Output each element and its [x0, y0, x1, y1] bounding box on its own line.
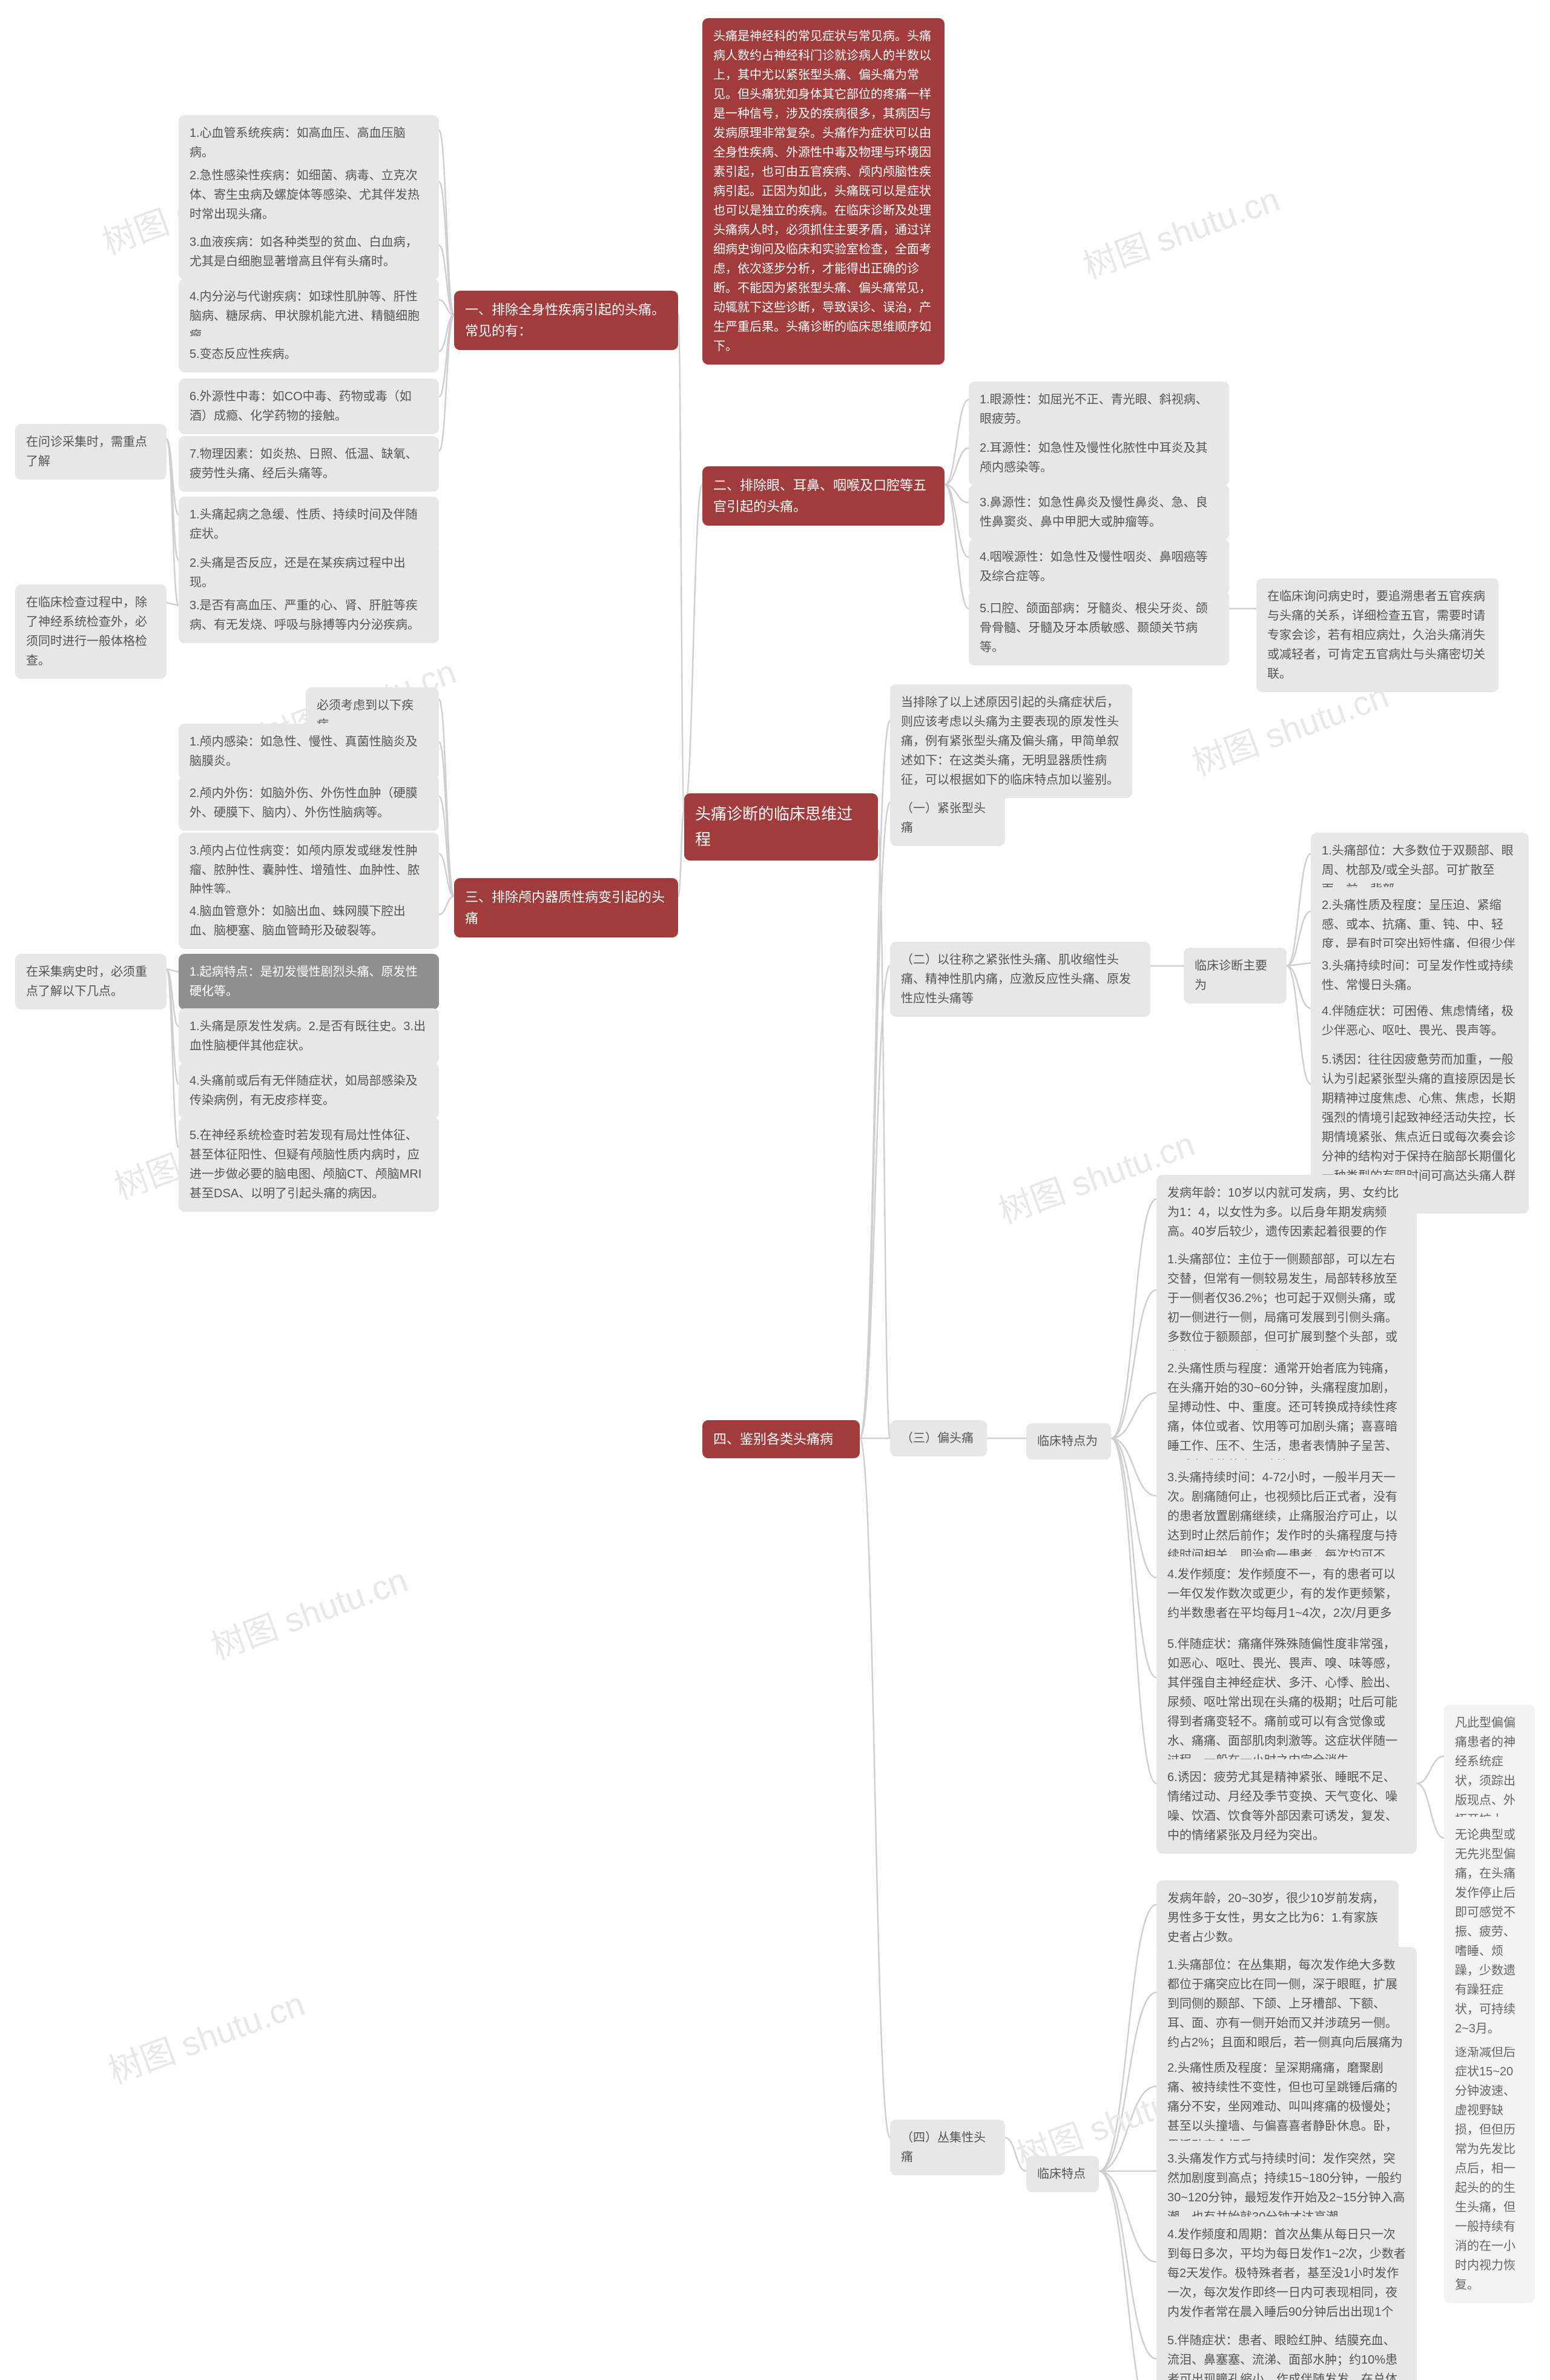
branch-2-title: 二、排除眼、耳鼻、咽喉及口腔等五官引起的头痛。: [702, 466, 945, 526]
branch-4-s1: （一）紧张型头痛: [890, 790, 1005, 846]
branch-3-note-leaf-2: 4.头痛前或后有无伴随症状，如局部感染及传染病例，有无皮疹样变。: [179, 1063, 439, 1119]
branch-1-note-a: 在问诊采集时，需重点了解: [15, 424, 167, 480]
branch-1-leaf-5: 5.变态反应性疾病。: [179, 336, 439, 372]
branch-2-leaf-1: 1.眼源性：如屈光不正、青光眼、斜视病、眼疲劳。: [969, 382, 1229, 437]
branch-3-leaf-1: 1.颅内感染：如急性、慢性、真菌性脑炎及脑膜炎。: [179, 724, 439, 779]
branch-1-leaf-2: 2.急性感染性疾病：如细菌、病毒、立克次体、寄生虫病及螺旋体等感染、尤其伴发热时…: [179, 157, 439, 233]
branch-2-leaf-5: 5.口腔、颌面部病：牙髓炎、根尖牙炎、颌骨骨髓、牙髓及牙本质敏感、颞颌关节病等。: [969, 590, 1229, 666]
branch-3-leaf-2: 2.颅内外伤：如脑外伤、外伤性血肿（硬膜外、硬膜下、脑内）、外伤性脑病等。: [179, 775, 439, 831]
branch-2-leaf-3: 3.鼻源性：如急性鼻炎及慢性鼻炎、急、良性鼻窦炎、鼻中甲肥大或肿瘤等。: [969, 484, 1229, 540]
branch-4-s3: （三）偏头痛: [890, 1420, 987, 1456]
branch-4-s2-mid: 临床诊断主要为: [1184, 948, 1287, 1003]
branch-4-s3-sub-2: 无论典型或无先兆型偏痛，在头痛发作停止后即可感觉不振、疲劳、嗜睡、烦躁，少数遗有…: [1444, 1817, 1535, 2047]
branch-1-note-b: 在临床检查过程中，除了神经系统检查外，必须同时进行一般体格检查。: [15, 584, 167, 679]
branch-4-s2-leaf-4: 4.伴随症状：可困倦、焦虑情绪，极少伴恶心、呕吐、畏光、畏声等。: [1311, 993, 1529, 1049]
branch-2-note: 在临床询问病史时，要追溯患者五官疾病与头痛的关系，详细检查五官，需要时请专家会诊…: [1256, 578, 1499, 692]
branch-1-note-leaf-3: 3.是否有高血压、严重的心、肾、肝脏等疾病、有无发烧、呼吸与脉搏等内分泌疾病。: [179, 587, 439, 643]
intro-block: 头痛是神经科的常见症状与常见病。头痛病人数约占神经科门诊就诊病人的半数以上，其中…: [702, 18, 945, 365]
mindmap-canvas: 树图 shutu.cn树图 shutu.cn树图 shutu.cn树图 shut…: [0, 0, 1550, 2380]
branch-3-note-a: 在采集病史时，必须重点了解以下几点。: [15, 954, 167, 1010]
branch-4-s4-mid: 临床特点: [1026, 2156, 1099, 2192]
branch-1-note-leaf-1: 1.头痛起病之急缓、性质、持续时间及伴随症状。: [179, 497, 439, 552]
branch-4-s3-leaf-5: 5.伴随症状：痛痛伴殊殊随偏性度非常强，如恶心、呕吐、畏光、畏声、嗅、味等感，其…: [1156, 1626, 1417, 1779]
branch-4-s3-leaf-6: 6.诱因：疲劳尤其是精神紧张、睡眠不足、情绪过动、月经及季节变换、天气变化、噪噪…: [1156, 1759, 1417, 1854]
branch-3-note-gray: 1.起病特点：是初发慢性剧烈头痛、原发性硬化等。: [179, 954, 439, 1010]
branch-4-s4: （四）丛集性头痛: [890, 2120, 1005, 2175]
branch-1-leaf-6: 6.外源性中毒：如CO中毒、药物或毒（如酒）成瘾、化学药物的接触。: [179, 378, 439, 434]
branch-2-leaf-4: 4.咽喉源性：如急性及慢性咽炎、鼻咽癌等及综合症等。: [969, 539, 1229, 595]
branch-1-title: 一、排除全身性疾病引起的头痛。常见的有：: [454, 291, 678, 350]
branch-3-leaf-4: 4.脑血管意外：如脑出血、蛛网膜下腔出血、脑梗塞、脑血管畸形及破裂等。: [179, 893, 439, 949]
watermark: 树图 shutu.cn: [203, 1553, 414, 1669]
branch-2-leaf-2: 2.耳源性：如急性及慢性化脓性中耳炎及其颅内感染等。: [969, 430, 1229, 486]
branch-1-leaf-7: 7.物理因素：如炎热、日照、低温、缺氧、疲劳性头痛、经后头痛等。: [179, 436, 439, 492]
branch-4-s2: （二）以往称之紧张性头痛、肌收缩性头痛、精神性肌内痛，应激反应性头痛、原发性应性…: [890, 942, 1150, 1017]
branch-4-s4-leaf-5: 5.伴随症状：患者、眼睑红肿、结膜充血、流泪、鼻塞塞、流涕、面部水肿；约10%患…: [1156, 2322, 1417, 2380]
branch-4-s3-mid: 临床特点为: [1026, 1423, 1111, 1459]
branch-4-s4-pre: 发病年龄，20~30岁，很少10岁前发病，男性多于女性，男女之比为6：1.有家族…: [1156, 1880, 1399, 1955]
branch-3-note-leaf-1: 1.头痛是原发性发病。2.是否有既往史。3.出血性脑梗伴其他症状。: [179, 1008, 439, 1064]
branch-4-intro: 当排除了以上述原因引起的头痛症状后，则应该考虑以头痛为主要表现的原发性头痛，例有…: [890, 684, 1132, 798]
watermark: 树图 shutu.cn: [101, 1977, 311, 2093]
branch-1-leaf-3: 3.血液疾病：如各种类型的贫血、白血病，尤其是白细胞显著增高且伴有头痛时。: [179, 224, 439, 280]
center-node: 头痛诊断的临床思维过程: [684, 793, 878, 861]
watermark: 树图 shutu.cn: [1075, 172, 1285, 288]
branch-4-title: 四、鉴别各类头痛病: [702, 1420, 860, 1458]
branch-3-note-leaf-3: 5.在神经系统检查时若发现有局灶性体征、甚至体征阳性、但疑有颅脑性质内病时，应进…: [179, 1117, 439, 1212]
branch-3-title: 三、排除颅内器质性病变引起的头痛: [454, 878, 678, 937]
